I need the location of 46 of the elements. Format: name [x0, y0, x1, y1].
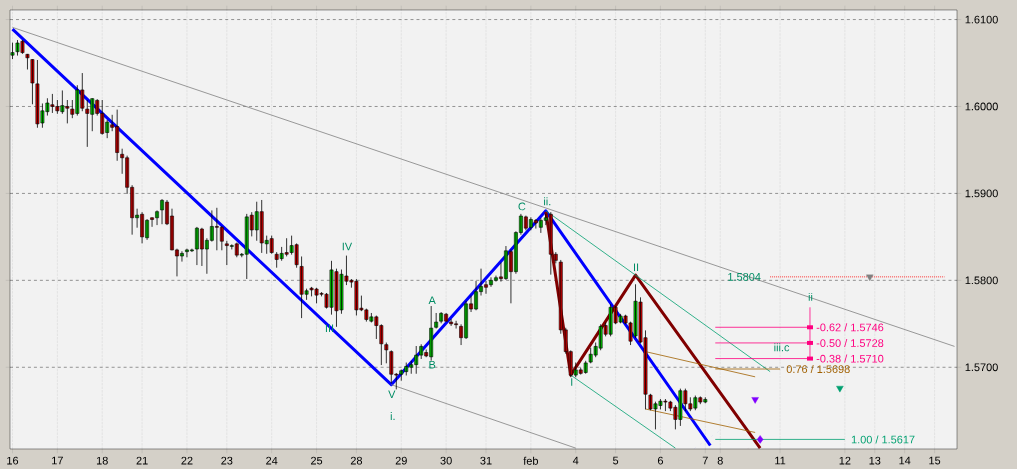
- x-tick-label: 4: [572, 456, 579, 465]
- x-tick-label: 30: [440, 456, 452, 465]
- x-tick-label: feb: [523, 456, 539, 465]
- x-tick-label: 21: [136, 456, 148, 465]
- annotation: C: [518, 202, 526, 211]
- series-label: -0.38 / 1.5710: [816, 354, 884, 363]
- x-tick-label: 23: [221, 456, 233, 465]
- series-label: -0.50 / 1.5728: [816, 338, 884, 347]
- x-tick-label: 15: [929, 456, 941, 465]
- y-tick-label: 1.6100: [965, 15, 998, 24]
- x-tick-label: 16: [7, 456, 19, 465]
- annotation: ii.: [544, 197, 551, 206]
- x-tick-label: 11: [775, 456, 786, 465]
- x-tick-label: 12: [839, 456, 851, 465]
- x-tick-label: 22: [181, 456, 193, 465]
- series-label: -0.62 / 1.5746: [816, 323, 884, 332]
- series-label: 0.76 / 1.5698: [786, 364, 850, 374]
- y-tick-label: 1.6000: [965, 102, 998, 111]
- annotation: iii.c: [774, 343, 790, 352]
- annotation: 1.5804: [728, 273, 761, 281]
- annotation: IV: [342, 242, 353, 251]
- annotation: V: [388, 390, 396, 398]
- annotation: A: [428, 296, 436, 305]
- x-tick-label: 28: [350, 456, 363, 465]
- x-tick-label: 5: [612, 456, 619, 465]
- y-tick-label: 1.5800: [965, 276, 998, 285]
- x-tick-label: 17: [52, 456, 63, 465]
- annotation: B: [429, 360, 436, 369]
- x-tick-label: 18: [96, 456, 108, 465]
- x-tick-label: 31: [480, 456, 492, 465]
- x-tick-label: 25: [310, 456, 323, 465]
- x-tick-label: 29: [395, 456, 407, 465]
- annotation: ii: [808, 292, 813, 301]
- annotation: I: [571, 378, 573, 386]
- x-tick-label: 14: [899, 456, 911, 465]
- annotation: II: [634, 263, 639, 272]
- annotation: i.: [390, 411, 395, 420]
- x-tick-label: 8: [717, 456, 723, 465]
- x-tick-label: 6: [657, 456, 664, 465]
- y-tick-label: 1.5700: [965, 363, 998, 372]
- x-tick-label: 24: [266, 456, 278, 465]
- annotation: III: [325, 324, 334, 332]
- x-tick-label: 13: [869, 456, 881, 465]
- y-tick-label: 1.5900: [965, 189, 998, 198]
- x-tick-label: 7: [702, 456, 708, 465]
- series-label: 1.00 / 1.5617: [851, 435, 915, 444]
